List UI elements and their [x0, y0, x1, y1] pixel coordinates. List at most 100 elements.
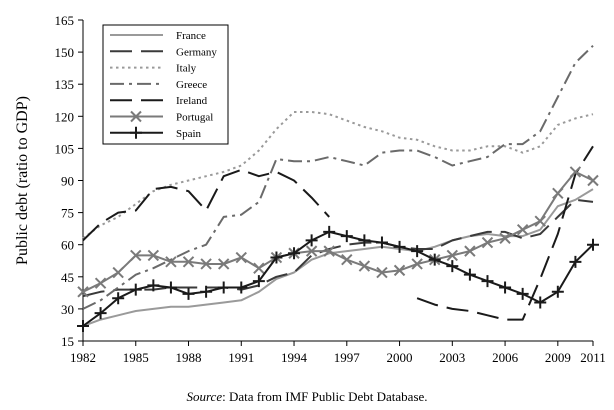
data-point-portugal	[305, 245, 318, 257]
y-tick-label: 90	[61, 174, 74, 189]
data-point-portugal	[481, 236, 494, 249]
x-tick-label: 2000	[387, 350, 413, 365]
data-point-spain	[551, 285, 564, 298]
data-point-portugal	[323, 245, 335, 257]
data-point-spain	[182, 287, 195, 300]
data-point-portugal	[147, 249, 160, 262]
data-point-spain	[94, 307, 107, 320]
data-point-portugal	[253, 262, 265, 274]
series-line-ireland	[82, 145, 594, 321]
data-point-spain	[446, 260, 459, 273]
data-point-spain	[569, 255, 582, 268]
data-point-portugal	[130, 249, 142, 262]
data-point-spain	[129, 283, 142, 296]
data-point-spain	[587, 238, 599, 251]
x-tick-label: 1997	[334, 350, 361, 365]
x-tick-label: 1988	[176, 350, 202, 365]
data-point-portugal	[393, 264, 406, 277]
data-point-portugal	[411, 258, 423, 270]
data-point-spain	[463, 268, 476, 281]
data-point-portugal	[587, 174, 599, 187]
data-point-portugal	[182, 256, 195, 268]
data-point-spain	[217, 281, 230, 294]
data-point-portugal	[77, 286, 89, 298]
data-point-spain	[516, 287, 529, 300]
legend-marker-portugal	[130, 110, 142, 123]
data-point-spain	[200, 285, 213, 298]
data-point-portugal	[376, 266, 388, 279]
data-point-portugal	[112, 266, 124, 279]
x-tick-label: 2003	[439, 350, 465, 365]
x-tick-label: 2006	[492, 350, 519, 365]
data-point-portugal	[217, 258, 230, 270]
y-tick-label: 45	[61, 270, 74, 285]
data-point-portugal	[94, 277, 107, 289]
series-spain	[77, 225, 599, 333]
data-point-portugal	[569, 166, 582, 178]
y-tick-label: 150	[55, 45, 75, 60]
y-tick-label: 30	[61, 302, 74, 317]
series-line-portugal	[82, 170, 594, 293]
y-tick-label: 120	[55, 109, 75, 124]
source-text: : Data from IMF Public Debt Database.	[222, 389, 428, 404]
data-point-portugal	[464, 245, 476, 257]
data-point-spain	[411, 245, 424, 258]
series-lines	[77, 44, 599, 333]
data-point-spain	[358, 234, 371, 247]
data-point-portugal	[200, 258, 212, 270]
series-line-germany	[82, 198, 594, 298]
legend-label-germany: Germany	[176, 46, 217, 58]
legend-label-france: France	[176, 30, 206, 42]
data-point-spain	[393, 240, 406, 253]
source-note: Source: Data from IMF Public Debt Databa…	[0, 389, 614, 405]
data-point-portugal	[358, 260, 371, 272]
chart-legend: France Germany Italy Greece Ireland Portugal S…	[102, 24, 229, 145]
data-point-portugal	[341, 253, 353, 266]
y-tick-label: 60	[61, 238, 74, 253]
data-point-spain	[534, 296, 547, 309]
data-point-spain	[323, 225, 336, 238]
x-tick-label: 1994	[281, 350, 308, 365]
data-point-spain	[252, 275, 265, 288]
legend-label-portugal: Portugal	[176, 112, 213, 124]
data-point-portugal	[446, 249, 459, 262]
legend-label-italy: Italy	[176, 63, 197, 75]
series-ireland	[82, 145, 594, 321]
data-point-spain	[340, 230, 353, 243]
y-tick-label: 105	[55, 141, 75, 156]
series-portugal	[77, 166, 599, 298]
data-point-spain	[428, 253, 441, 266]
data-point-spain	[499, 281, 512, 294]
data-point-portugal	[552, 187, 564, 200]
legend-label-ireland: Ireland	[176, 95, 208, 107]
x-tick-label: 1982	[70, 350, 96, 365]
x-tick-label: 1985	[123, 350, 149, 365]
series-germany	[82, 198, 594, 298]
data-point-spain	[164, 281, 177, 294]
data-point-portugal	[534, 215, 546, 227]
y-tick-label: 15	[61, 334, 74, 349]
data-point-spain	[77, 320, 89, 333]
legend-label-spain: Spain	[176, 128, 202, 140]
x-tick-label: 2009	[545, 350, 571, 365]
data-point-spain	[481, 275, 494, 288]
data-point-portugal	[235, 251, 247, 264]
data-point-spain	[288, 247, 301, 260]
legend-marker-spain	[130, 126, 142, 139]
source-label: Source	[186, 389, 223, 404]
data-point-portugal	[165, 256, 177, 268]
y-tick-label: 75	[61, 206, 74, 221]
y-axis-title: Public debt (ratio to GDP)	[14, 96, 31, 265]
chart-axes: 15 30 45 60 75 90 105 120 135 150 165 1982 1985 1988 1…	[14, 13, 606, 365]
data-point-portugal	[499, 232, 511, 244]
data-point-spain	[375, 236, 388, 249]
legend-label-greece: Greece	[176, 79, 207, 91]
data-point-spain	[147, 279, 160, 292]
data-point-spain	[270, 251, 283, 264]
x-tick-label: 1991	[228, 350, 254, 365]
y-tick-label: 135	[55, 77, 75, 92]
x-tick-label: 2011	[580, 350, 606, 365]
data-point-spain	[235, 281, 248, 294]
data-point-spain	[112, 292, 125, 305]
